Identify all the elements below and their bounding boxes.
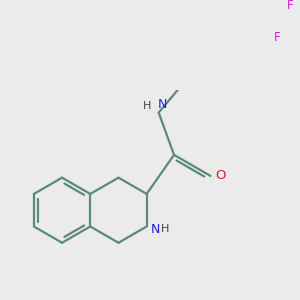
Text: N: N [151,223,160,236]
Text: O: O [215,169,226,182]
Text: H: H [143,101,152,111]
Text: F: F [274,31,281,44]
Text: N: N [158,98,167,111]
Text: F: F [286,0,293,12]
Text: H: H [161,224,169,234]
